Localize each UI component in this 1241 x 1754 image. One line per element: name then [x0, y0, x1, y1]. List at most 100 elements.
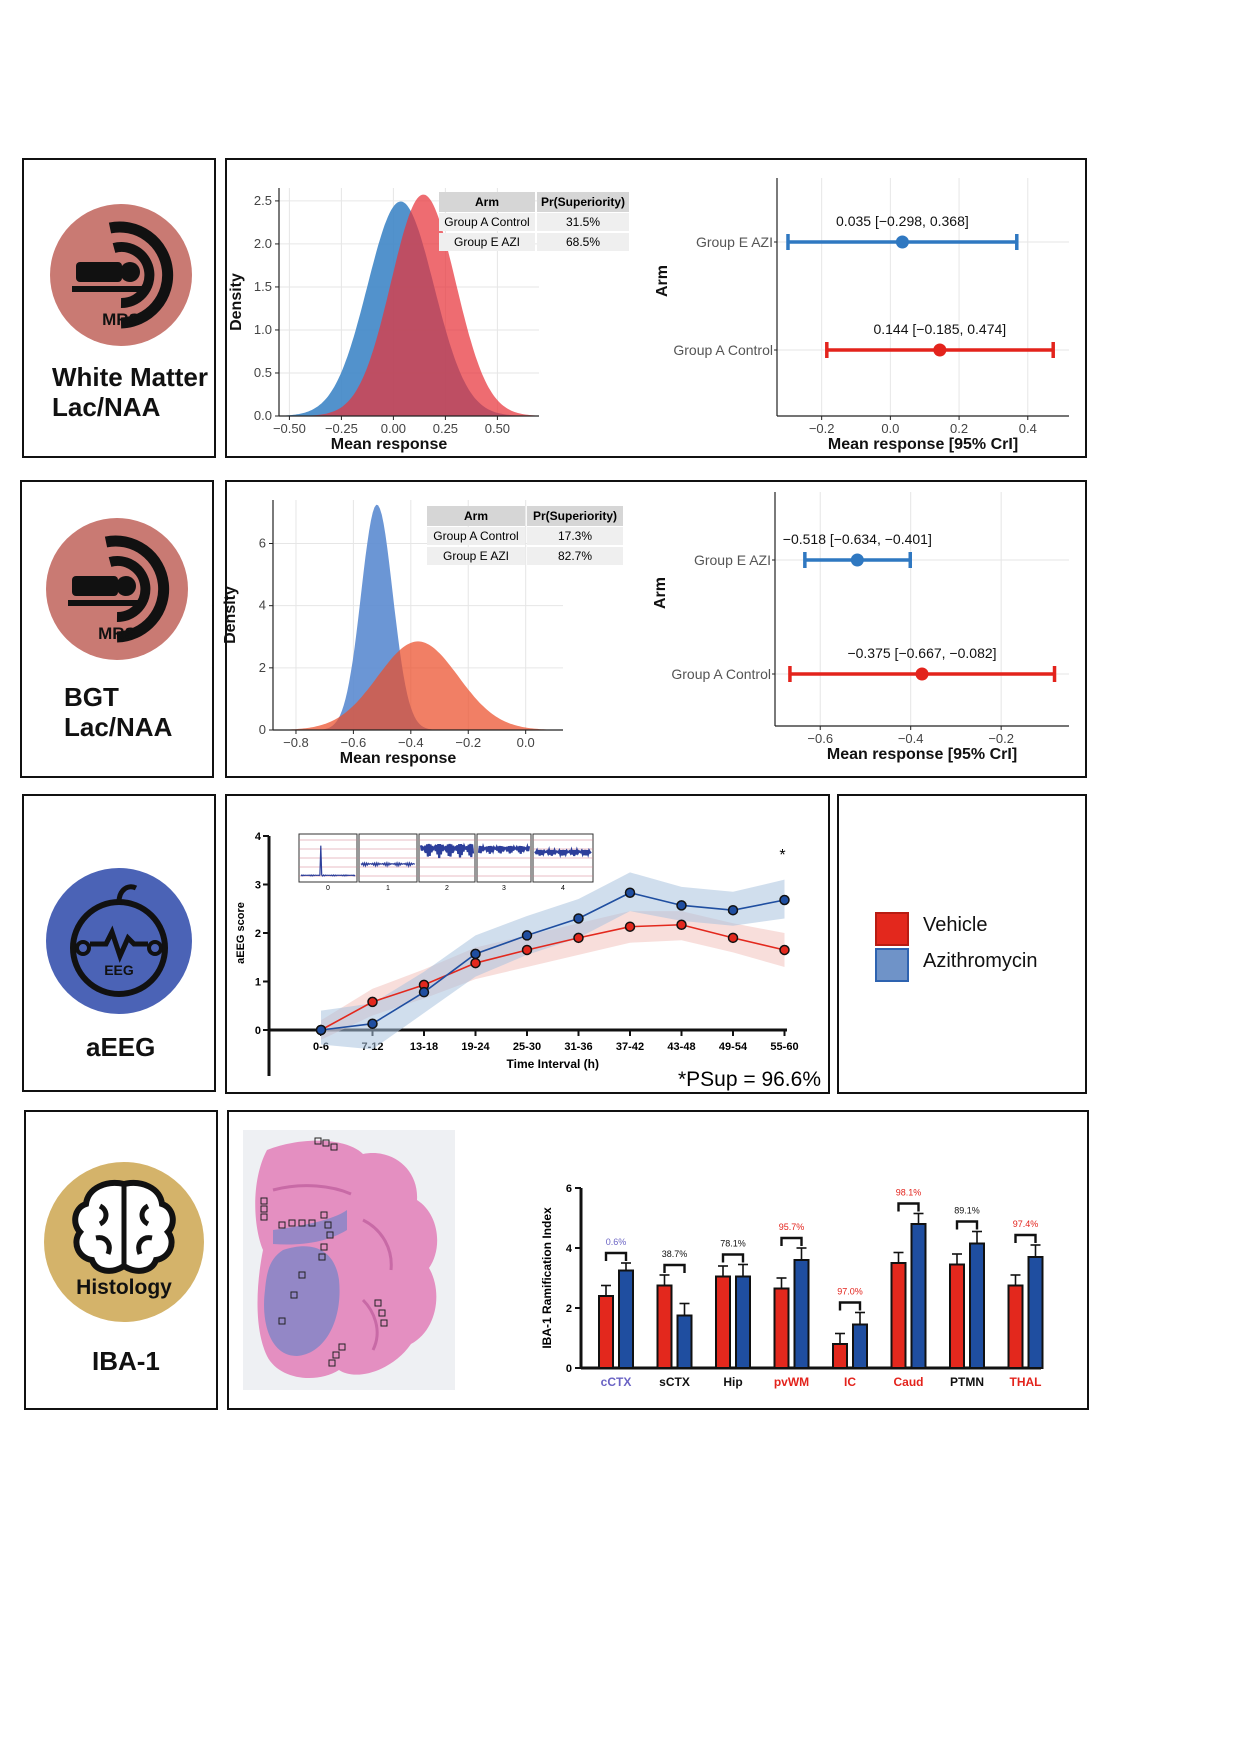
comparison-bracket: [1014, 1233, 1037, 1243]
psup-label: 97.0%: [837, 1287, 863, 1297]
table-header-cell: [527, 506, 623, 526]
bar-azithromycin: [1027, 1256, 1044, 1369]
bar-vehicle: [715, 1275, 731, 1369]
y-tick-label: 4: [259, 598, 266, 613]
x-tick-label: IC: [844, 1375, 856, 1389]
x-tick-label: Caud: [894, 1375, 924, 1389]
data-point: [676, 900, 687, 911]
y-tick-label: 0: [566, 1363, 572, 1375]
x-axis-title: Mean response: [331, 436, 448, 453]
wm-density-chart: −0.50 −0.25 0.00 0.25 0.50 0.0 0.5 1.0 1.5 2.0 2.5…: [228, 188, 629, 453]
histo-label-panel: Histology IBA-1: [24, 1110, 218, 1410]
x-tick-label: 0.50: [485, 421, 510, 436]
y-tick-label: 0.0: [254, 408, 272, 423]
x-tick-label: −0.4: [398, 735, 424, 750]
x-tick-label: 0.0: [517, 735, 535, 750]
data-point: [779, 944, 790, 956]
bgt-chart-panel: −0.8 −0.6 −0.4 −0.2 0.0 0 2 4 6 Mean response Dens…: [222, 480, 1087, 778]
table-header-prob: Pr(Superiority): [533, 509, 617, 523]
ci-band-azithromycin: [321, 872, 785, 1050]
comparison-bracket: [955, 1220, 979, 1230]
data-point: [521, 944, 533, 956]
mrs-icon-label: MRS: [102, 310, 140, 329]
y-tick-label: 0: [259, 722, 266, 737]
y-tick-label: 2: [566, 1303, 572, 1315]
x-tick-label: 37-42: [616, 1041, 644, 1053]
psup-label: 95.7%: [779, 1222, 805, 1232]
x-tick-label: cCTX: [601, 1375, 632, 1389]
comparison-bracket: [780, 1236, 803, 1246]
inset-label: 3: [502, 885, 506, 892]
wm-label-panel: MRS White Matter Lac/NAA: [22, 158, 216, 458]
bgt-label: BGT Lac/NAA: [64, 682, 172, 742]
mrs-icon-label: MRS: [98, 624, 136, 643]
bar-azithromycin: [793, 1259, 810, 1369]
table-cell: [527, 527, 623, 545]
data-point: [367, 1018, 378, 1029]
histo-chart-panel: 0 2 4 6 IBA-1 Ramification Index 0.6% cCTX 38.7…: [227, 1110, 1089, 1410]
y-axis-title: Arm: [654, 265, 671, 297]
inset-eeg-trace: [419, 842, 475, 859]
histology-icon: Histology: [44, 1162, 204, 1322]
comparison-bracket: [721, 1253, 745, 1263]
bar-azithromycin: [676, 1314, 693, 1369]
inset-label: 0: [326, 885, 330, 892]
table-cell: [537, 233, 629, 251]
bgt-label-line2: Lac/NAA: [64, 712, 173, 742]
x-tick-label: PTMN: [950, 1375, 984, 1389]
table-cell: [439, 233, 535, 251]
data-point: [779, 894, 790, 906]
bar-vehicle: [949, 1263, 965, 1369]
mrs-icon: MRS: [46, 518, 188, 660]
inset-label: 1: [386, 885, 390, 892]
x-tick-label: −0.2: [988, 731, 1014, 746]
x-tick-label: 31-36: [564, 1041, 592, 1053]
data-point: [470, 957, 481, 969]
y-tick-label: 4: [255, 831, 262, 843]
estimate-label: 0.035 [−0.298, 0.368]: [836, 213, 969, 229]
psup-label: 38.7%: [662, 1249, 688, 1259]
inset-eeg-trace: [477, 842, 531, 855]
x-tick-label: 49-54: [719, 1041, 748, 1053]
aeeg-label-panel: EEG aEEG: [22, 794, 216, 1092]
bar-vehicle: [598, 1295, 614, 1369]
data-point: [367, 996, 378, 1008]
eeg-icon-label: EEG: [104, 962, 134, 978]
psup-label: 89.1%: [954, 1206, 980, 1216]
arm-tick-label: Group A Control: [671, 666, 771, 682]
inset-trace-panel: [476, 833, 532, 883]
mean-point: [895, 235, 909, 249]
inset-trace-panel: [298, 833, 358, 883]
y-tick-label: 6: [566, 1183, 572, 1195]
iba1-bar-chart: 0 2 4 6 IBA-1 Ramification Index 0.6% cCTX 38.7…: [540, 1183, 1044, 1389]
density-curve-group-a-control: [273, 641, 563, 730]
wm-label-line1: White Matter: [52, 362, 208, 392]
x-tick-label: Hip: [723, 1375, 742, 1389]
mean-point: [850, 553, 864, 567]
bgt-forest-chart: −0.518 [−0.634, −0.401] Group E AZI −0.375…: [652, 492, 1069, 763]
data-point: [676, 919, 687, 931]
mean-point: [915, 667, 929, 681]
x-tick-label: 0.00: [381, 421, 406, 436]
inset-trace-panel: [532, 833, 594, 883]
psup-label: 98.1%: [896, 1188, 922, 1198]
x-axis-title: Mean response [95% CrI]: [828, 436, 1018, 453]
bar-vehicle: [890, 1262, 907, 1369]
significance-marker: *: [779, 847, 785, 864]
y-axis-title: Arm: [652, 577, 669, 609]
bar-vehicle: [656, 1284, 673, 1369]
x-tick-label: 0.0: [881, 421, 899, 436]
table-header-arm: Arm: [475, 195, 499, 209]
data-point: [418, 986, 430, 998]
bar-vehicle: [773, 1287, 790, 1369]
inset-eeg-trace: [360, 861, 416, 869]
data-point: [315, 1024, 327, 1036]
azithromycin-label: Azithromycin: [923, 950, 1038, 972]
legend-panel: Vehicle Azithromycin: [837, 794, 1087, 1094]
data-point: [624, 921, 636, 932]
histology-icon-label: Histology: [76, 1276, 172, 1299]
estimate-label: −0.375 [−0.667, −0.082]: [847, 645, 996, 661]
x-tick-label: 0.25: [433, 421, 458, 436]
table-header-cell: [439, 192, 535, 212]
